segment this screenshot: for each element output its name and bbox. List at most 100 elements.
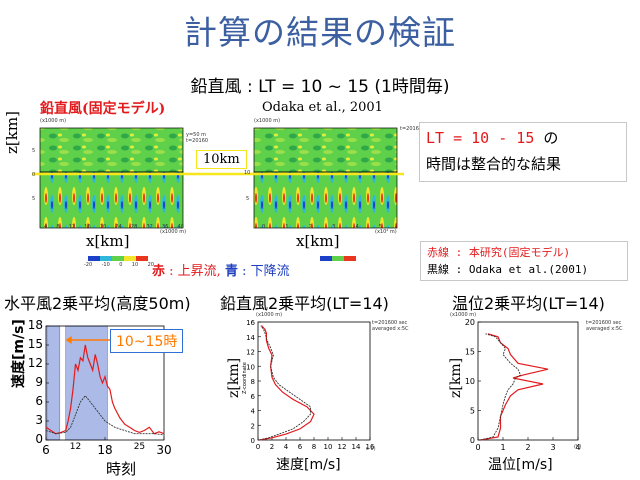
right-panel-lower [253, 171, 398, 229]
x-tick-label: 0 [256, 443, 260, 451]
slide-subtitle: 鉛直風 : LT = 10 ~ 15 (1時間毎) [190, 77, 450, 97]
x-tick-label: 16 [366, 443, 375, 451]
x-tick-label: 1 [500, 443, 505, 452]
annotation-arrow-head [65, 336, 72, 344]
x-axis-label-right: x[km] [296, 232, 340, 250]
result-line-1: LT = 10 - 15 の [426, 125, 620, 151]
x-tick-label: 12 [338, 443, 347, 451]
scale-label: 10km [196, 150, 247, 169]
colorbar-tick: 0 [119, 262, 123, 268]
series-line-red [480, 333, 549, 441]
x-tick-label: 14 [352, 443, 361, 451]
result-line-1-rest: の [534, 129, 559, 147]
y-tick-label: 2 [251, 422, 255, 430]
bottom-middle-title: 鉛直風2乗平均(LT=14) [220, 294, 389, 313]
legend-line-red: 赤線 : 本研究(固定モデル) [427, 244, 621, 261]
y-tick-label: 10 [465, 377, 475, 386]
unit-x-right: (x10⁴ m) [375, 229, 397, 235]
x-tick-label: 6 [298, 443, 303, 451]
meta-left: y=50 m t=20160 [186, 132, 209, 144]
slide-title: 計算の結果の検証 [184, 13, 456, 52]
flow-legend-text1: : 上昇流, [165, 264, 225, 279]
legend-line-black: 黒線 : Odaka et al.(2001) [427, 263, 589, 276]
xtick: 40 [177, 224, 184, 230]
bm-ylabel-small: Z-coordinate [242, 362, 248, 394]
y-tick-label: 4 [251, 408, 256, 416]
br-ylabel: z[km] [448, 357, 464, 398]
lines-legend-box: 赤線 : 本研究(固定モデル) 黒線 : Odaka et al.(2001) [420, 241, 628, 281]
chart-vertical-wind-svg: 0 2 4 6 8 10 12 14 16 0 2 4 6 8 10 12 14 16 [246, 319, 375, 451]
y-tick-label: 0 [35, 432, 43, 446]
x-tick-label: 8 [312, 443, 316, 451]
bm-unit-top: (x1000 m) [256, 312, 283, 318]
y-tick-label: 20 [465, 318, 475, 327]
flow-legend: 赤 : 上昇流, 青 : 下降流 [152, 260, 290, 279]
ytick: 10 [244, 170, 251, 176]
xtick: 3 [332, 224, 336, 230]
y-tick-label: 6 [251, 393, 256, 401]
x-tick-label: 4 [575, 443, 580, 452]
top-panels-svg [32, 127, 404, 261]
ytick: 5 [32, 148, 36, 154]
xtick: 1 [285, 224, 289, 230]
left-xticks: 4 8 12 16 20 24 28 32 36 40 [44, 224, 184, 230]
series-line-black [480, 333, 522, 441]
x-tick-label: 2 [525, 443, 530, 452]
right-xticks: 0 1 2 3 4 5 [262, 224, 382, 230]
bm-xlabel: 速度[m/s] [276, 457, 341, 473]
colorbar-ticks: -20 -10 0 10 20 [84, 262, 154, 268]
xtick: 28 [130, 224, 138, 230]
series-line-black [45, 394, 165, 436]
xtick: 32 [146, 224, 153, 230]
xtick: 8 [56, 224, 60, 230]
ytick: 5 [246, 196, 250, 202]
flow-legend-text2: : 下降流 [237, 264, 290, 279]
bl-ylabel: 速度[m/s] [11, 319, 27, 388]
plot-frame [257, 321, 371, 441]
x-tick-label: 6 [42, 443, 50, 457]
x-tick-label-minor: 25 [134, 442, 145, 452]
chart-potential-temperature: 0 5 10 15 20 0 1 2 3 4 z[km] 温位[m/s] (x1000 m) t=… [448, 310, 640, 480]
y-tick-label: 14 [246, 334, 255, 342]
x-tick-label: 10 [324, 443, 333, 451]
x-tick-label: 18 [97, 443, 112, 457]
result-line-2: 時間は整合的な結果 [426, 155, 562, 173]
legend-red-label: 赤線 : [427, 246, 469, 259]
bl-xlabel: 時刻 [106, 460, 137, 478]
x-tick-label: 3 [550, 443, 555, 452]
shaded-range [65, 325, 108, 441]
series-line-black [259, 325, 311, 441]
series-line-red [45, 344, 165, 435]
y-tick-label: 0 [470, 436, 475, 445]
result-highlight: LT = 10 - 15 [426, 129, 535, 147]
y-tick-label: 6 [35, 394, 43, 408]
right-panel-upper [253, 127, 398, 173]
x-tick-label: 30 [156, 443, 171, 457]
ytick: 5 [32, 196, 36, 202]
y-tick-label: 3 [35, 413, 43, 427]
ytick: 0 [32, 172, 36, 178]
x-axis-label-left: x[km] [86, 232, 130, 250]
chart-vertical-wind: 0 2 4 6 8 10 12 14 16 0 2 4 6 8 10 12 14 16 z[km] Z-coord… [220, 310, 430, 480]
y-tick-label: 18 [28, 318, 43, 332]
chart-horizontal-wind: 0 3 6 9 12 15 18 6 18 30 12 25 速度[m/s] 時刻 10~15時 [0, 310, 200, 480]
result-box: LT = 10 - 15 の 時間は整合的な結果 [419, 122, 627, 182]
br-xlabel: 温位[m/s] [488, 457, 553, 473]
bm-unit-right: s-1) [366, 446, 376, 452]
x-tick-label: 0 [475, 443, 480, 452]
y-tick-label: 12 [28, 356, 43, 370]
br-unit-right: (K) [574, 444, 582, 450]
unit-top-left: (x1000 m) [40, 118, 67, 124]
y-tick-label: 16 [246, 319, 255, 327]
left-panel-upper [39, 127, 184, 173]
xtick: 4 [44, 224, 48, 230]
meta-right: t=20160 [400, 126, 423, 132]
left-panel-lower [39, 171, 184, 229]
y-tick-label: 10 [246, 363, 255, 371]
xtick: 0 [262, 224, 266, 230]
x-tick-label-minor: 12 [70, 442, 81, 452]
left-panel-label: 鉛直風(固定モデル) [40, 101, 166, 117]
br-unit-top: (x1000 m) [450, 312, 477, 318]
xtick: 24 [115, 224, 122, 230]
y-tick-label: 0 [251, 437, 255, 445]
